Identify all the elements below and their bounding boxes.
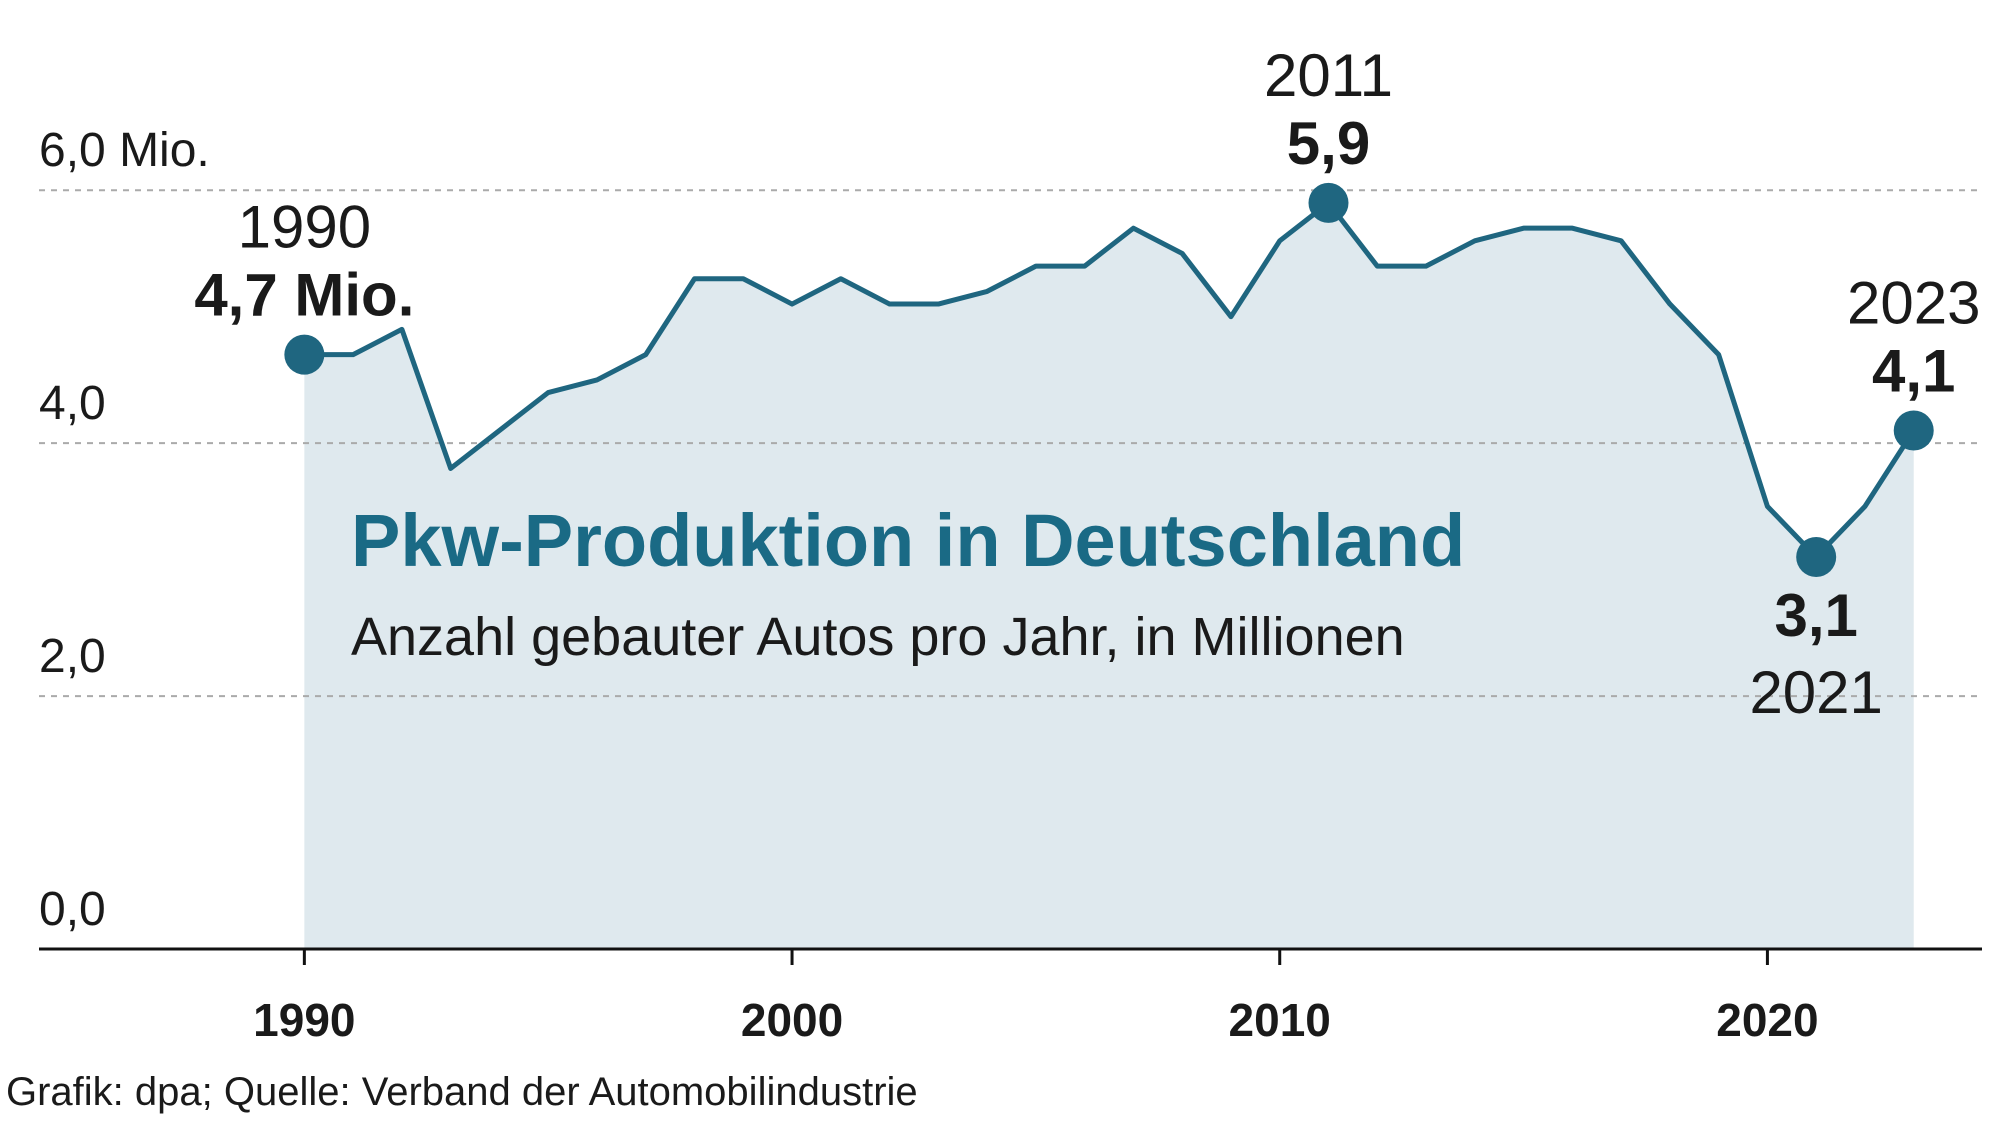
chart-subtitle: Anzahl gebauter Autos pro Jahr, in Milli… [351,607,1405,667]
plot: 0,0 2,0 4,0 6,0 Mio. 1990 2000 2010 2020 4,7 Mio… [39,42,1982,1046]
annotation-value: 5,9 [1287,110,1370,177]
area-fill [304,202,1914,949]
data-line [304,200,1916,560]
point-marker [1796,536,1837,577]
annotation-value: 4,1 [1872,338,1955,405]
annotation-year: 1990 [238,194,371,261]
point-marker [1308,182,1349,223]
y-tick-label: 4,0 [39,377,106,430]
x-tick-label: 2000 [741,994,843,1046]
source: Grafik: dpa; Quelle: Verband der Automob… [6,1070,918,1114]
annotation-value: 3,1 [1774,582,1857,649]
chart-title: Pkw-Produktion in Deutschland [351,499,1465,582]
annotation-year: 2023 [1847,270,1980,337]
x-tick-label: 1990 [253,994,355,1046]
point-marker [284,334,325,375]
y-tick-label: 2,0 [39,630,106,683]
x-tick-label: 2020 [1716,994,1818,1046]
y-tick-label: 6,0 Mio. [39,124,210,177]
y-tick-label: 0,0 [39,883,106,936]
annotation-value: 4,7 Mio. [194,262,414,329]
annotation-year: 2011 [1264,42,1393,109]
annotation-year: 2021 [1749,659,1882,726]
point-marker [1893,410,1934,451]
x-tick-label: 2010 [1229,994,1331,1046]
